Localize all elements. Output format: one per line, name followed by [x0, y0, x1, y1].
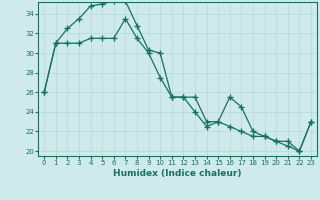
X-axis label: Humidex (Indice chaleur): Humidex (Indice chaleur) — [113, 169, 242, 178]
